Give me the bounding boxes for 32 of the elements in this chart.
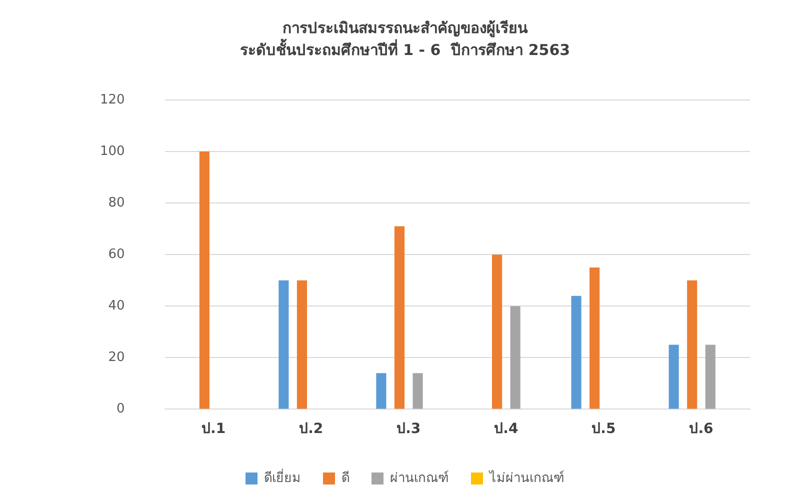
legend-label: ดีเยี่ยม <box>264 468 301 486</box>
bar <box>668 344 679 409</box>
legend-label: ไม่ผ่านเกณฑ์ <box>488 470 564 486</box>
y-tick-label: 20 <box>108 350 125 366</box>
y-tick-label: 100 <box>100 144 125 159</box>
bar <box>492 254 502 409</box>
bar <box>296 280 307 409</box>
legend-label: ผ่านเกณฑ์ <box>390 470 449 486</box>
bar <box>394 226 405 409</box>
bar <box>412 373 423 409</box>
bar <box>510 306 520 409</box>
x-tick-label: ป.6 <box>689 421 714 438</box>
y-tick-label: 80 <box>108 195 125 210</box>
x-tick-label: ป.5 <box>592 421 616 438</box>
bar <box>199 152 210 409</box>
y-tick-label: 40 <box>108 298 125 314</box>
chart-subtitle: ระดับชั้นประถมศึกษาปีที่ 1 - 6 ปีการศึกษา 2563 <box>240 38 570 59</box>
chart-title: การประเมินสมรรถนะสำคัญของผู้เรียน <box>282 18 528 38</box>
bar <box>687 280 698 409</box>
y-tick-label: 60 <box>108 246 125 262</box>
legend-label: ดี <box>342 470 350 486</box>
x-tick-label: ป.2 <box>299 421 324 438</box>
y-tick-label: 120 <box>100 92 125 108</box>
bar <box>705 344 716 409</box>
y-tick-label: 0 <box>116 402 125 417</box>
bar <box>278 280 289 409</box>
x-tick-label: ป.1 <box>202 421 226 438</box>
bar <box>376 373 386 409</box>
bar <box>590 267 600 409</box>
bar <box>571 296 582 409</box>
x-tick-label: ป.4 <box>494 421 518 438</box>
x-tick-label: ป.3 <box>396 421 421 438</box>
